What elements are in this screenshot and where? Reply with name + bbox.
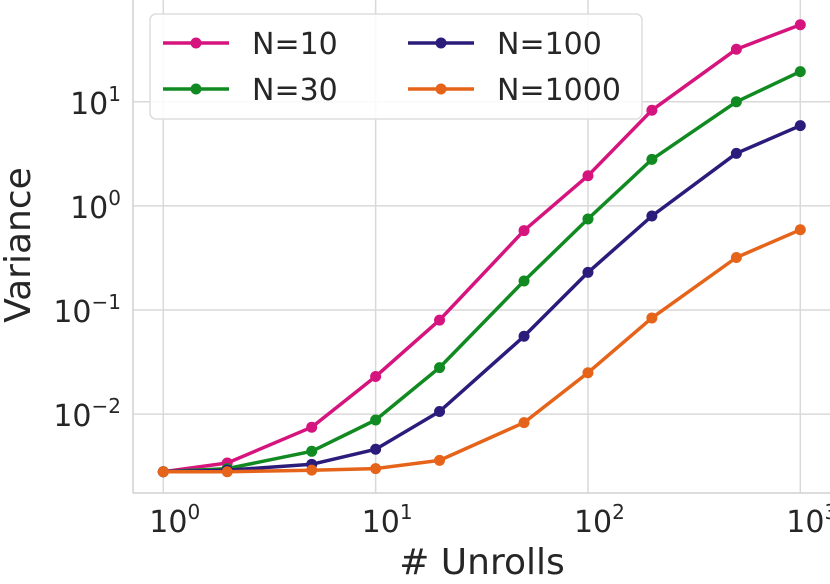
data-point: [306, 421, 318, 433]
legend: N=10 N=30 N=100 N=1000: [149, 13, 643, 120]
legend-label: N=100: [497, 27, 602, 62]
data-point: [518, 330, 530, 342]
data-point: [646, 153, 658, 165]
data-point: [582, 266, 594, 278]
y-tick-label: 10−2: [53, 394, 121, 434]
y-axis-title: Variance: [0, 167, 39, 323]
axes: 100 101 102 103 10−2 10−1 100 101: [53, 0, 830, 540]
data-point: [370, 443, 382, 455]
data-point: [730, 96, 742, 108]
data-point: [434, 314, 446, 326]
legend-marker: [190, 83, 202, 95]
data-point: [221, 466, 233, 478]
data-point: [794, 224, 806, 236]
legend-label: N=10: [252, 27, 338, 62]
data-point: [730, 43, 742, 55]
data-point: [518, 275, 530, 287]
x-tick-label: 102: [574, 500, 625, 540]
data-point: [794, 66, 806, 78]
data-point: [646, 210, 658, 222]
data-point: [582, 170, 594, 182]
legend-label: N=1000: [497, 73, 621, 108]
data-point: [730, 251, 742, 263]
data-point: [434, 454, 446, 466]
data-point: [434, 406, 446, 418]
data-point: [582, 213, 594, 225]
data-point: [794, 19, 806, 31]
series-line-N=10: [163, 23, 801, 474]
legend-marker: [190, 37, 202, 49]
data-point: [646, 104, 658, 116]
x-tick-label: 103: [786, 500, 830, 540]
y-tick-label: 101: [70, 82, 121, 122]
legend-marker: [435, 37, 447, 49]
data-point: [157, 466, 169, 478]
series-line-N=30: [163, 70, 802, 474]
y-tick-label: 10−1: [53, 290, 121, 330]
data-point: [646, 312, 658, 324]
data-point: [306, 445, 318, 457]
data-point: [730, 147, 742, 159]
legend-label: N=30: [252, 73, 338, 108]
data-point: [518, 417, 530, 429]
series-line-N=100: [163, 124, 801, 474]
legend-box: [149, 13, 643, 120]
data-point: [434, 362, 446, 374]
data-point: [370, 371, 382, 383]
x-tick-label: 101: [362, 500, 413, 540]
data-point: [582, 367, 594, 379]
y-tick-label: 100: [70, 186, 121, 226]
data-point: [306, 464, 318, 476]
data-point: [370, 463, 382, 475]
x-axis-title: # Unrolls: [399, 542, 565, 583]
data-point: [518, 225, 530, 237]
legend-marker: [435, 83, 447, 95]
data-point: [370, 414, 382, 426]
data-point: [794, 120, 806, 132]
x-tick-label: 100: [149, 500, 200, 540]
series-line-N=1000: [163, 228, 801, 474]
series-lines: [157, 19, 806, 478]
